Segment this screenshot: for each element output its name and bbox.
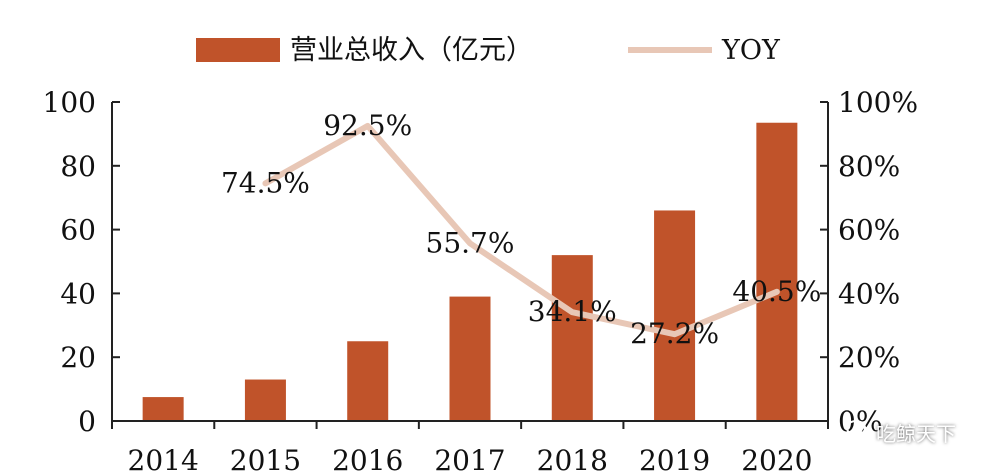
y-tick-label-left: 20 — [60, 341, 96, 374]
bar — [551, 255, 593, 421]
y-tick-label-right: 20% — [838, 341, 900, 374]
bar — [244, 379, 286, 421]
bar — [654, 210, 696, 421]
y-tick-label-right: 100% — [838, 86, 918, 119]
y-tick-label-left: 100 — [43, 86, 96, 119]
legend-line-label: YOY — [721, 35, 781, 66]
y-tick-label-right: 60% — [838, 214, 900, 247]
y-tick-label-right: 40% — [838, 277, 900, 310]
x-tick-label: 2017 — [434, 444, 505, 476]
data-label: 34.1% — [528, 295, 617, 328]
data-label: 74.5% — [221, 166, 310, 199]
x-tick-label: 2019 — [639, 444, 710, 476]
y-tick-label-left: 40 — [60, 277, 96, 310]
watermark: 吃鲸天下 — [846, 418, 956, 447]
data-label: 55.7% — [426, 226, 515, 259]
x-tick-label: 2020 — [741, 444, 812, 476]
x-tick-label: 2018 — [537, 444, 608, 476]
bar — [142, 397, 184, 421]
data-label: 27.2% — [630, 317, 719, 350]
legend: 营业总收入（亿元） YOY — [196, 35, 781, 66]
x-tick-label: 2016 — [332, 444, 403, 476]
wechat-icon — [846, 419, 872, 446]
bar — [449, 296, 491, 421]
bar — [347, 341, 389, 421]
data-label: 92.5% — [323, 109, 412, 142]
legend-bar-label: 营业总收入（亿元） — [290, 35, 533, 66]
bar — [756, 122, 798, 422]
x-tick-label: 2015 — [230, 444, 301, 476]
y-tick-label-left: 60 — [60, 214, 96, 247]
data-label: 40.5% — [732, 275, 821, 308]
legend-bar-swatch — [196, 38, 280, 62]
x-tick-label: 2014 — [128, 444, 199, 476]
y-tick-label-left: 0 — [78, 405, 96, 438]
yoy-line — [262, 122, 780, 338]
y-tick-label-right: 80% — [838, 150, 900, 183]
y-tick-label-left: 80 — [60, 150, 96, 183]
watermark-text: 吃鲸天下 — [876, 422, 956, 446]
